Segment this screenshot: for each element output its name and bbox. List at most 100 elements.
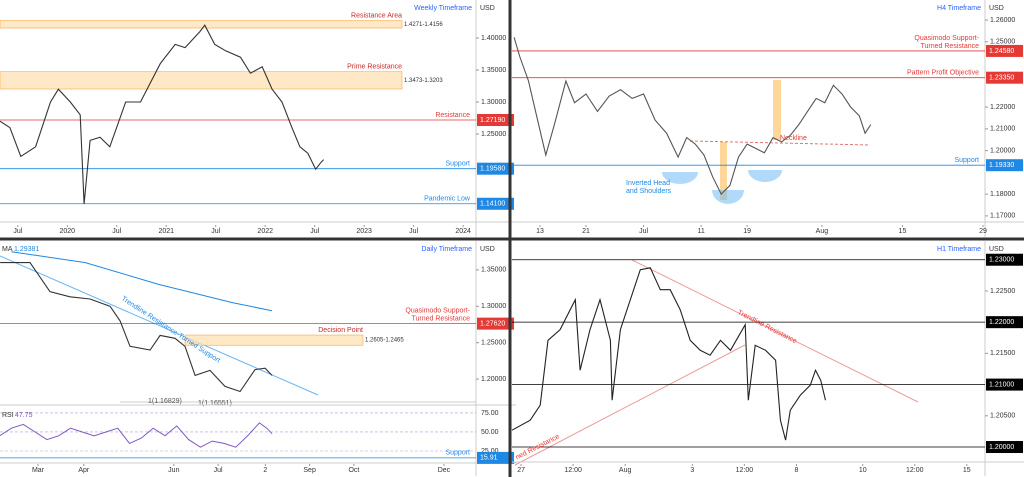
x-tick-label: Jun [168,467,179,474]
annotation: 1(1.16829) [148,398,182,405]
y-tick-label: 75.00 [481,410,499,417]
price-line [0,24,325,204]
price-tag-label: 1.23350 [989,75,1014,82]
price-tag [477,162,514,175]
trendline [0,255,319,396]
zone-label: Prime Resistance [347,64,402,71]
x-tick-label: 2024 [455,228,471,235]
y-tick-label: 25.00 [481,448,499,455]
price-tag-label: 1.27190 [480,117,505,124]
x-tick-label: 29 [979,228,987,235]
rsi-name: RSI [2,412,14,419]
price-tag [477,113,514,126]
y-tick-label: 1.35000 [481,267,506,274]
neckline [689,140,871,146]
head-arc [712,190,744,204]
price-tag [986,253,1023,266]
level-label: Pattern Profit Objective [907,70,979,77]
level-label: Pandemic Low [424,196,471,203]
zone-range: 1.2605-1.2465 [365,338,404,344]
x-tick-label: 21 [582,228,590,235]
zone-range: 1.4271-1.4156 [404,22,443,28]
level-label: Turned Resistance [921,43,980,50]
x-tick-label: 2 [263,467,267,474]
x-tick-label: Mar [32,467,45,474]
y-tick-label: 1.26000 [990,17,1015,24]
measured-move [773,80,781,140]
shoulder-arc [748,170,782,182]
zone-range: 1.3473-1.3203 [404,78,443,84]
rsi-line [0,422,273,448]
x-tick-label: 15 [899,228,907,235]
price-tag [986,159,1023,172]
y-tick-label: 1.21500 [990,350,1015,357]
shoulder-arc [662,172,698,184]
price-tag [477,317,514,330]
x-tick-label: 12:00 [564,467,582,474]
price-tag-label: 1.20000 [989,444,1014,451]
price-tag-label: 15.91 [480,455,498,462]
x-tick-label: 12:00 [906,467,924,474]
x-tick-label: Jul [639,228,648,235]
rsi-last: 47.75 [15,412,33,419]
level-label: Quasimodo Support- [405,307,470,314]
price-tag-label: 1.19330 [989,162,1014,169]
x-tick-label: 15 [963,467,971,474]
x-tick-label: Dec [438,467,451,474]
price-line [0,262,273,393]
price-tag-label: 1.19580 [480,166,505,173]
level-label: Support [445,450,470,457]
x-tick-label: 19 [743,228,751,235]
zone-label: Resistance Area [351,13,402,20]
x-tick-label: 12:00 [736,467,754,474]
level-label: Resistance [435,112,470,119]
x-tick-label: 2020 [60,228,76,235]
y-tick-label: 1.22500 [990,288,1015,295]
x-tick-label: Aug [816,228,829,235]
trendline [631,259,919,403]
currency-label: USD [480,5,495,12]
y-tick-label: 1.20000 [990,147,1015,154]
x-tick-label: 2022 [257,228,273,235]
zone [0,20,403,29]
trendline [514,344,746,466]
x-tick-label: 11 [697,228,704,235]
price-tag [477,451,514,464]
y-tick-label: 1.40000 [481,35,506,42]
y-tick-label: 1.18000 [990,191,1015,198]
price-tag-label: 1.27620 [480,320,505,327]
y-tick-label: 1.17000 [990,213,1015,220]
price-tag [986,44,1023,57]
y-tick-label: 50.00 [481,429,499,436]
price-tag [986,441,1023,454]
y-tick-label: 1.30000 [481,99,506,106]
currency-label: USD [989,5,1004,12]
x-tick-label: 8 [794,467,798,474]
level-label: Turned Resistance [412,315,471,322]
level-label: Support [445,161,470,168]
y-tick-label: 1.21000 [990,126,1015,133]
y-tick-label: 1.22000 [990,104,1015,111]
level-label: Quasimodo Support- [914,35,979,42]
measured-move [720,142,727,200]
timeframe-title: Weekly Timeframe [414,5,472,12]
currency-label: USD [989,246,1004,253]
price-line [513,37,872,196]
y-tick-label: 1.20500 [990,413,1015,420]
level-label: Support [954,157,979,164]
x-tick-label: 3 [690,467,694,474]
annotation: and Shoulders [626,188,672,195]
price-tag [477,197,514,210]
y-tick-label: 1.25000 [990,39,1015,46]
annotation: 1(1.16551) [198,400,232,407]
annotation: Neckline [780,135,807,142]
y-tick-label: 1.25000 [481,340,506,347]
x-tick-label: Apr [78,467,90,474]
price-tag [986,378,1023,391]
zone [0,71,403,90]
x-tick-label: 2023 [356,228,372,235]
x-tick-label: 27 [517,467,525,474]
